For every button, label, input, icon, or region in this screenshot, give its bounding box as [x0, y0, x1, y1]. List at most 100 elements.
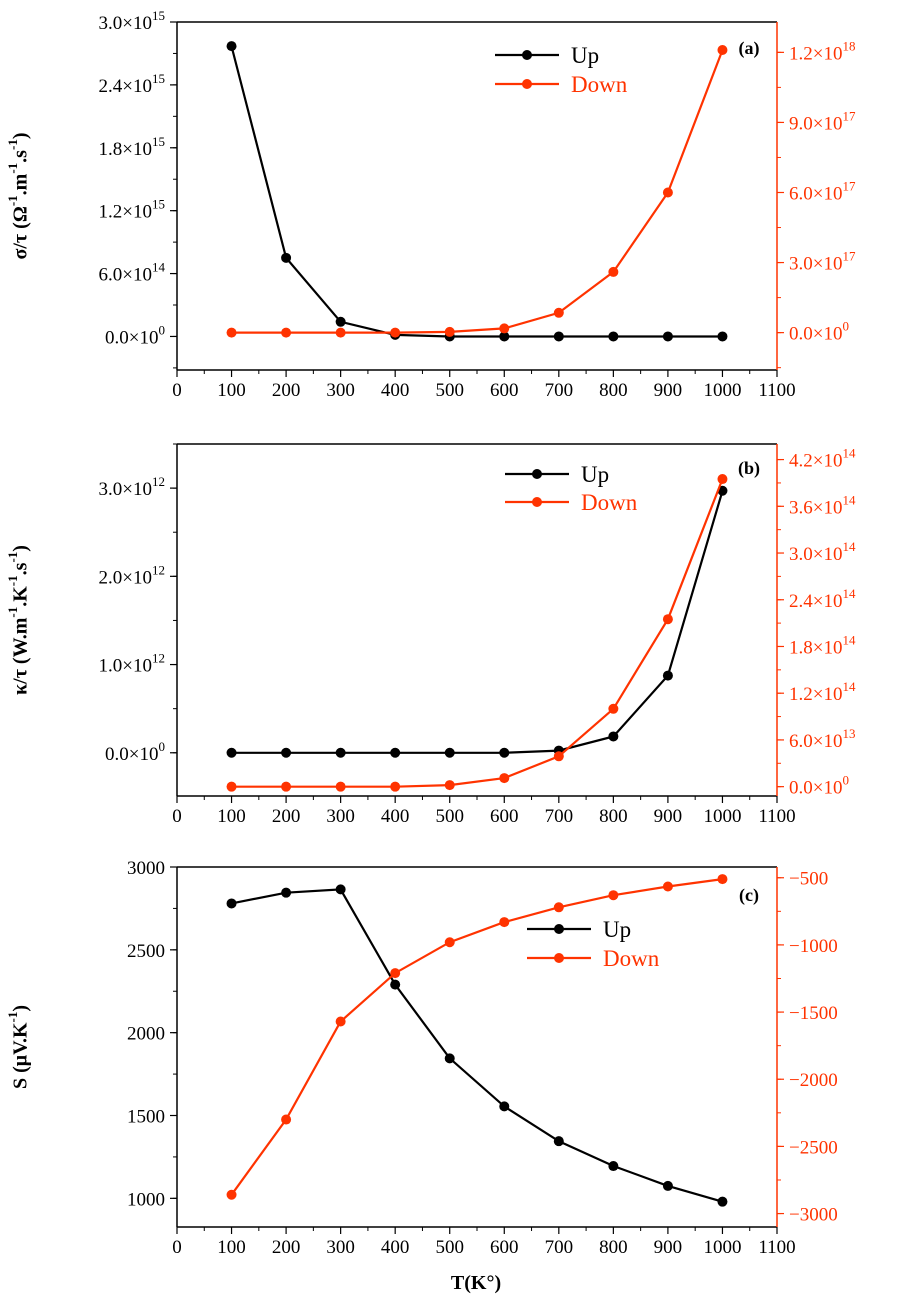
x-tick-label: 0 [172, 806, 182, 827]
legend-label-up: Up [571, 43, 599, 68]
x-tick-label: 600 [490, 380, 519, 401]
point-down [444, 937, 455, 948]
x-tick-label: 1000 [703, 380, 741, 401]
x-tick-label: 200 [272, 1237, 301, 1258]
series-line-up [231, 888, 723, 1203]
left-tick-label: 1000 [127, 1189, 165, 1210]
right-tick-label: 6.0×1017 [789, 178, 856, 204]
x-tick-label: 900 [654, 380, 683, 401]
point-down [553, 307, 564, 318]
left-tick-label: 1500 [127, 1107, 165, 1128]
point-up [335, 884, 346, 895]
point-down [390, 968, 401, 979]
panel-label: (c) [739, 885, 759, 906]
panel-label: (a) [739, 38, 760, 59]
point-down [499, 773, 510, 784]
point-up [717, 331, 728, 342]
point-down [444, 326, 455, 337]
left-tick-label: 3.0×1015 [99, 8, 165, 34]
point-up [499, 331, 510, 342]
legend-marker-up [532, 469, 542, 479]
point-up [281, 252, 292, 263]
x-tick-label: 100 [217, 380, 246, 401]
right-tick-label: −2500 [789, 1137, 838, 1158]
left-tick-label: 1.0×1012 [99, 651, 165, 677]
point-up [281, 747, 292, 758]
x-tick-label: 600 [490, 806, 519, 827]
legend-marker-down [522, 79, 532, 89]
right-tick-label: −500 [789, 869, 828, 890]
x-tick-label: 500 [435, 1237, 464, 1258]
point-down [390, 327, 401, 338]
left-tick-label: 1.8×1015 [99, 134, 165, 160]
legend-label-down: Down [581, 490, 638, 515]
point-up [226, 898, 237, 909]
left-tick-label: 6.0×1014 [99, 260, 166, 286]
left-tick-label: 0.0×100 [105, 739, 165, 765]
point-up [499, 747, 510, 758]
right-tick-label: 3.0×1014 [789, 539, 856, 565]
x-tick-label: 300 [326, 1237, 355, 1258]
right-tick-label: −1500 [789, 1003, 838, 1024]
x-tick-label: 800 [599, 380, 628, 401]
point-up [335, 747, 346, 758]
right-tick-label: −1000 [789, 936, 838, 957]
series-line-down [230, 878, 723, 1196]
point-down [662, 187, 673, 198]
legend-marker-down [532, 497, 542, 507]
point-down [390, 781, 401, 792]
x-axis-title: T(K°) [451, 1272, 501, 1294]
point-down [717, 45, 728, 56]
point-up [608, 331, 619, 342]
legend-marker-up [522, 50, 532, 60]
panel-a: 0 100 200 300 400 500 600 700 800 900 1000 1100 0.0×… [5, 8, 855, 401]
point-down [608, 266, 619, 277]
point-up [444, 1053, 455, 1064]
y-axis-title: S (μV.K-1) [5, 1005, 31, 1089]
point-down [499, 323, 510, 334]
legend-marker-down [554, 953, 564, 963]
series-line-up [230, 45, 723, 338]
point-up [553, 1136, 564, 1147]
point-up [390, 979, 401, 990]
right-tick-label: 0.0×100 [789, 773, 849, 799]
right-tick-label: 6.0×1013 [789, 726, 855, 752]
point-up [335, 316, 346, 327]
point-up [390, 747, 401, 758]
point-down [226, 1189, 237, 1200]
panel-b: 0 100 200 300 400 500 600 700 800 900 1000 1100 0.0×… [5, 443, 856, 827]
point-up [499, 1101, 510, 1112]
x-tick-label: 100 [217, 806, 246, 827]
point-down [281, 327, 292, 338]
point-down [281, 1114, 292, 1125]
x-tick-label: 1100 [758, 806, 795, 827]
point-down [662, 614, 673, 625]
left-tick-label: 0.0×100 [105, 322, 165, 348]
x-tick-label: 200 [272, 806, 301, 827]
left-tick-label: 2.4×1015 [99, 71, 165, 97]
y-axis-title: κ/τ (W.m-1.K-1.s-1) [5, 545, 31, 695]
point-down [662, 881, 673, 892]
x-tick-label: 800 [599, 1237, 628, 1258]
point-up [717, 1196, 728, 1207]
point-up [608, 731, 619, 742]
right-tick-label: 9.0×1017 [789, 108, 856, 134]
panel-label: (b) [738, 458, 760, 479]
left-tick-label: 1.2×1015 [99, 197, 165, 223]
point-down [335, 327, 346, 338]
x-tick-label: 700 [545, 1237, 574, 1258]
right-tick-label: 1.8×1014 [789, 632, 856, 658]
x-tick-label: 1100 [758, 1237, 795, 1258]
legend-label-down: Down [571, 72, 628, 97]
x-tick-label: 300 [326, 380, 355, 401]
x-tick-label: 1000 [703, 1237, 741, 1258]
point-down [226, 781, 237, 792]
x-tick-label: 200 [272, 380, 301, 401]
right-tick-label: 0.0×100 [789, 319, 849, 345]
right-tick-label: −2000 [789, 1070, 838, 1091]
point-down [335, 781, 346, 792]
x-tick-label: 700 [545, 806, 574, 827]
point-up [662, 670, 673, 681]
right-tick-label: −3000 [789, 1205, 838, 1226]
